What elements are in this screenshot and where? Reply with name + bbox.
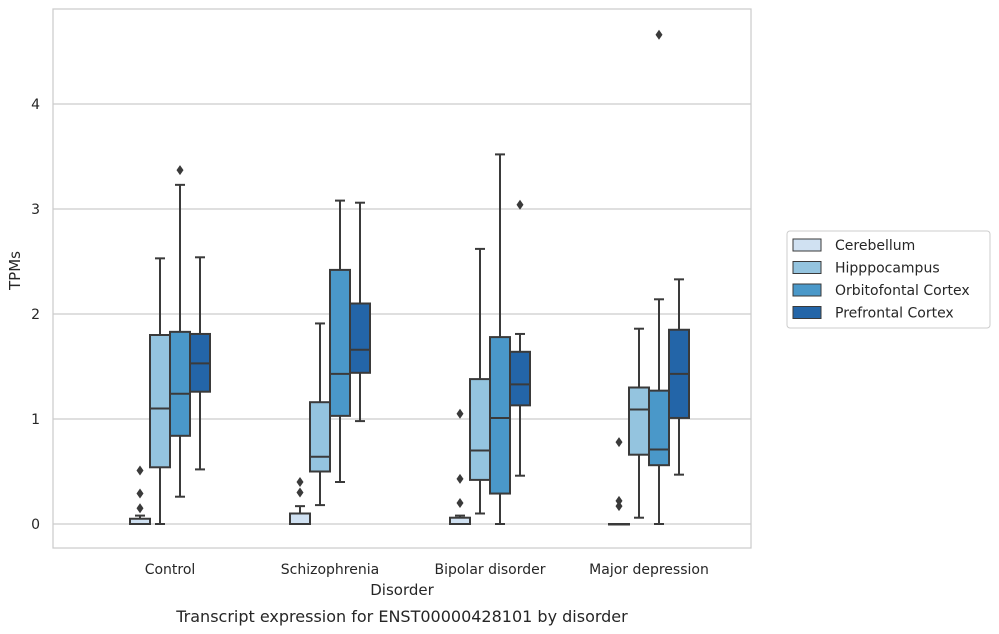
outlier-point [296, 487, 304, 498]
iqr-box [149, 334, 171, 469]
outlier-point [456, 408, 464, 419]
chart-caption: Transcript expression for ENST0000042810… [175, 607, 628, 626]
y-tick-label: 2 [31, 307, 40, 323]
legend-label: Prefrontal Cortex [835, 306, 954, 322]
iqr-box [648, 389, 670, 467]
x-tick-label: Bipolar disorder [434, 562, 545, 578]
plot-area [129, 29, 690, 526]
box-cerebellum [449, 408, 471, 526]
outlier-point [615, 495, 623, 506]
box-cerebellum [129, 465, 151, 525]
iqr-box [489, 336, 511, 495]
legend-label: Hipppocampus [835, 261, 940, 277]
outlier-point [456, 498, 464, 508]
iqr-box [169, 330, 191, 437]
outlier-point [296, 477, 304, 487]
y-tick-label: 4 [31, 97, 40, 113]
legend-swatch [792, 238, 822, 252]
box-hipppocampus [309, 322, 331, 507]
y-axis-ticks: 0 1 2 3 4 [31, 97, 40, 533]
plot-frame [52, 8, 752, 549]
x-axis-ticks: Control Schizophrenia Bipolar disorder Majo… [145, 562, 709, 578]
legend-swatch [792, 283, 822, 297]
box-prefrontal-cortex [668, 278, 690, 476]
outlier-point [136, 503, 144, 514]
y-tick-label: 1 [31, 412, 40, 428]
box-orbitofontal-cortex [169, 165, 191, 498]
box-cerebellum [608, 437, 630, 526]
outlier-point [655, 29, 663, 40]
legend-swatch [792, 261, 822, 274]
box-cerebellum [289, 477, 311, 525]
box-prefrontal-cortex [189, 256, 211, 471]
iqr-box [469, 378, 491, 481]
y-axis-label: TPMs [6, 251, 24, 291]
x-tick-label: Schizophrenia [281, 562, 379, 578]
box-prefrontal-cortex [509, 199, 531, 477]
box-orbitofontal-cortex [648, 29, 670, 525]
legend-label: Orbitofontal Cortex [835, 283, 970, 299]
iqr-box [329, 268, 351, 417]
y-tick-label: 3 [31, 202, 40, 218]
x-tick-label: Major depression [589, 562, 709, 578]
outlier-point [176, 165, 184, 176]
box-orbitofontal-cortex [329, 199, 351, 483]
legend-swatch [792, 306, 822, 319]
outlier-point [615, 437, 623, 448]
outlier-point [516, 199, 524, 210]
iqr-box [289, 512, 311, 525]
outlier-point [136, 465, 144, 476]
x-tick-label: Control [145, 562, 196, 578]
iqr-box [509, 350, 531, 407]
x-axis-label: Disorder [370, 581, 434, 599]
legend-frame [786, 230, 991, 329]
box-hipppocampus [469, 247, 491, 515]
outlier-point [615, 501, 623, 512]
outlier-point [456, 473, 464, 484]
outlier-point [136, 488, 144, 499]
legend-label: Cerebellum [835, 238, 915, 254]
y-tick-label: 0 [31, 517, 40, 533]
iqr-box [349, 302, 371, 374]
iqr-box [628, 386, 650, 456]
box-orbitofontal-cortex [489, 153, 511, 525]
legend: Cerebellum Hipppocampus Orbitofontal Corte… [786, 230, 991, 329]
iqr-box [309, 401, 331, 473]
box-prefrontal-cortex [349, 201, 371, 423]
